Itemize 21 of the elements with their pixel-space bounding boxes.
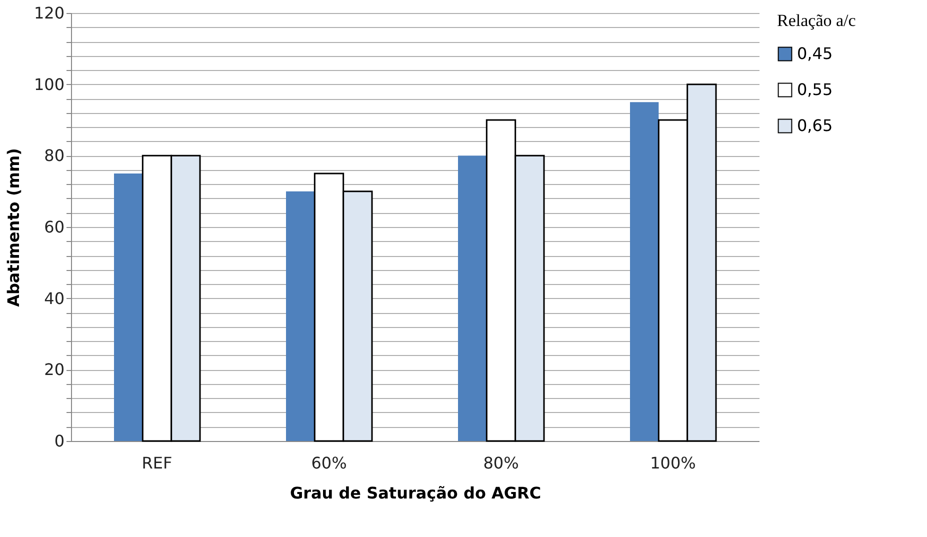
bar <box>458 156 487 441</box>
legend-label: 0,45 <box>797 44 833 63</box>
y-axis-title: Abatimento (mm) <box>4 148 23 307</box>
y-tick-label: 40 <box>44 288 64 308</box>
legend-title: Relação a/c <box>777 11 856 30</box>
bar <box>630 102 659 441</box>
x-tick-label: 60% <box>311 454 347 472</box>
bar <box>286 191 315 441</box>
y-tick-label: 60 <box>44 218 64 236</box>
x-tick-label: REF <box>142 454 172 472</box>
x-axis-title: Grau de Saturação do AGRC <box>290 484 542 502</box>
bar <box>114 174 143 441</box>
y-tick-label: 120 <box>34 4 64 22</box>
x-tick-label: 80% <box>483 454 519 472</box>
x-tick-label: 100% <box>650 454 696 472</box>
legend-label: 0,55 <box>797 80 833 99</box>
legend-label: 0,65 <box>797 116 833 135</box>
y-tick-label: 0 <box>54 432 64 450</box>
y-tick-label: 100 <box>34 74 64 94</box>
y-tick-label: 80 <box>44 146 64 166</box>
y-tick-label: 20 <box>44 360 64 380</box>
